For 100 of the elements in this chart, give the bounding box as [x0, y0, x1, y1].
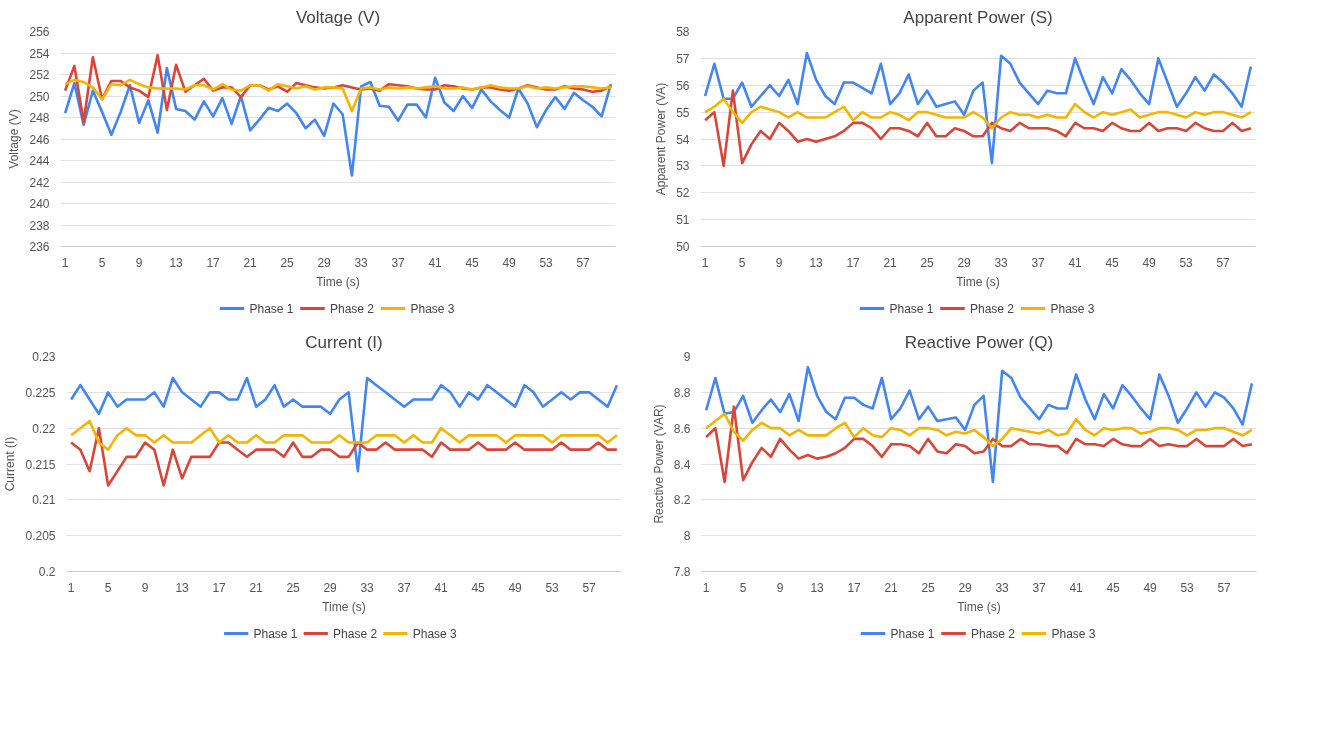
x-tick-label: 45 [465, 255, 480, 270]
y-axis-title: Current (I) [3, 436, 18, 492]
x-tick-label: 45 [1106, 580, 1121, 595]
y-tick-label: 8.8 [673, 385, 691, 400]
x-tick-label: 21 [884, 580, 899, 595]
x-tick-label: 37 [391, 255, 406, 270]
x-tick-label: 53 [539, 255, 554, 270]
x-tick-label: 5 [98, 255, 106, 270]
x-tick-label: 5 [104, 580, 112, 595]
legend-label: Phase 2 [970, 301, 1015, 316]
x-tick-label: 9 [776, 580, 784, 595]
x-tick-label: 57 [1216, 255, 1231, 270]
y-tick-label: 0.21 [32, 493, 56, 508]
x-tick-label: 17 [846, 255, 861, 270]
line-series [704, 412, 1254, 448]
x-tick-label: 1 [61, 255, 69, 270]
y-tick-label: 256 [29, 25, 50, 39]
x-axis-title: Time (s) [956, 274, 1000, 289]
y-tick-label: 0.22 [32, 421, 56, 436]
x-tick-label: 21 [243, 255, 258, 270]
line-series [703, 89, 1253, 168]
y-tick-label: 246 [29, 132, 50, 147]
x-tick-label: 13 [810, 580, 825, 595]
y-tick-label: 0.205 [25, 529, 56, 544]
y-tick-label: 51 [676, 213, 690, 228]
y-tick-label: 244 [29, 154, 50, 168]
legend-label: Phase 2 [971, 626, 1016, 641]
x-tick-label: 49 [502, 255, 517, 270]
y-tick-label: 250 [29, 89, 50, 104]
line-series [703, 97, 1253, 130]
x-tick-label: 29 [317, 255, 332, 270]
legend-label: Phase 3 [1050, 301, 1095, 316]
legend-label: Phase 2 [330, 301, 375, 316]
legend-label: Phase 3 [410, 301, 455, 316]
y-tick-label: 52 [676, 186, 690, 201]
x-tick-label: 37 [1032, 580, 1047, 595]
x-axis-title: Time (s) [316, 274, 360, 289]
x-tick-label: 25 [920, 255, 935, 270]
x-tick-label: 41 [1069, 580, 1084, 595]
x-tick-label: 33 [360, 580, 375, 595]
y-tick-label: 50 [676, 240, 690, 254]
x-tick-label: 57 [576, 255, 591, 270]
x-tick-label: 45 [1105, 255, 1120, 270]
y-tick-label: 0.225 [25, 385, 56, 400]
x-tick-label: 9 [135, 255, 143, 270]
x-tick-label: 29 [958, 580, 973, 595]
y-tick-label: 254 [29, 46, 50, 61]
x-tick-label: 33 [354, 255, 369, 270]
chart-title: Reactive Power (Q) [904, 332, 1054, 352]
x-tick-label: 37 [1031, 255, 1046, 270]
x-tick-label: 9 [775, 255, 783, 270]
x-tick-label: 49 [1142, 255, 1157, 270]
x-tick-label: 41 [434, 580, 449, 595]
y-tick-label: 58 [676, 25, 690, 39]
y-tick-label: 242 [29, 175, 50, 190]
y-tick-label: 236 [29, 240, 50, 254]
chart-title: Voltage (V) [295, 7, 381, 27]
x-axis-title: Time (s) [322, 599, 366, 614]
x-tick-label: 53 [1180, 580, 1195, 595]
y-tick-label: 0.215 [25, 457, 56, 472]
x-tick-label: 1 [67, 580, 75, 595]
line-series [63, 66, 613, 177]
y-tick-label: 57 [676, 51, 690, 66]
line-series [63, 78, 613, 113]
x-tick-label: 17 [212, 580, 227, 595]
y-tick-label: 248 [29, 111, 50, 125]
x-tick-label: 9 [141, 580, 149, 595]
y-tick-label: 55 [676, 105, 690, 120]
x-tick-label: 57 [582, 580, 597, 595]
x-tick-label: 33 [994, 255, 1009, 270]
x-tick-label: 37 [397, 580, 412, 595]
x-tick-label: 5 [738, 255, 746, 270]
line-series [704, 365, 1254, 484]
y-tick-label: 53 [676, 159, 690, 174]
x-tick-label: 53 [545, 580, 560, 595]
x-tick-label: 21 [883, 255, 898, 270]
x-tick-label: 13 [809, 255, 824, 270]
y-tick-label: 240 [29, 197, 50, 211]
x-tick-label: 45 [471, 580, 486, 595]
x-tick-label: 49 [1143, 580, 1158, 595]
x-tick-label: 25 [280, 255, 295, 270]
line-series [69, 419, 619, 451]
x-tick-label: 13 [175, 580, 190, 595]
y-tick-label: 0.2 [38, 565, 56, 579]
x-tick-label: 13 [169, 255, 184, 270]
legend-label: Phase 1 [253, 626, 298, 641]
x-tick-label: 29 [323, 580, 338, 595]
x-tick-label: 41 [1068, 255, 1083, 270]
y-axis-title: Reactive Power (VAR) [651, 404, 666, 524]
line-series [69, 426, 619, 487]
chart-title: Current (I) [305, 332, 383, 352]
y-tick-label: 252 [29, 68, 50, 82]
y-tick-label: 8.6 [673, 421, 691, 436]
x-tick-label: 1 [701, 255, 709, 270]
x-tick-label: 17 [206, 255, 221, 270]
x-tick-label: 57 [1217, 580, 1232, 595]
x-tick-label: 25 [286, 580, 301, 595]
x-tick-label: 53 [1179, 255, 1194, 270]
x-tick-label: 33 [995, 580, 1010, 595]
y-tick-label: 8 [683, 529, 691, 544]
